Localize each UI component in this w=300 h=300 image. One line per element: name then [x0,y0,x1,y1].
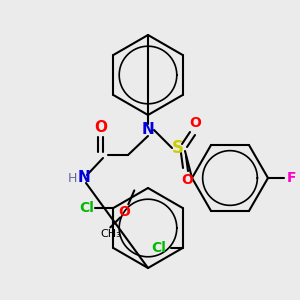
Text: Cl: Cl [79,201,94,215]
Text: O: O [181,173,193,187]
Text: Cl: Cl [151,241,166,255]
Text: CH₃: CH₃ [100,230,121,239]
Text: O: O [94,119,107,134]
Text: N: N [78,170,90,185]
Text: N: N [142,122,154,137]
Text: O: O [118,206,130,219]
Text: O: O [189,116,201,130]
Text: S: S [172,139,184,157]
Text: H: H [67,172,77,184]
Text: F: F [287,171,297,185]
